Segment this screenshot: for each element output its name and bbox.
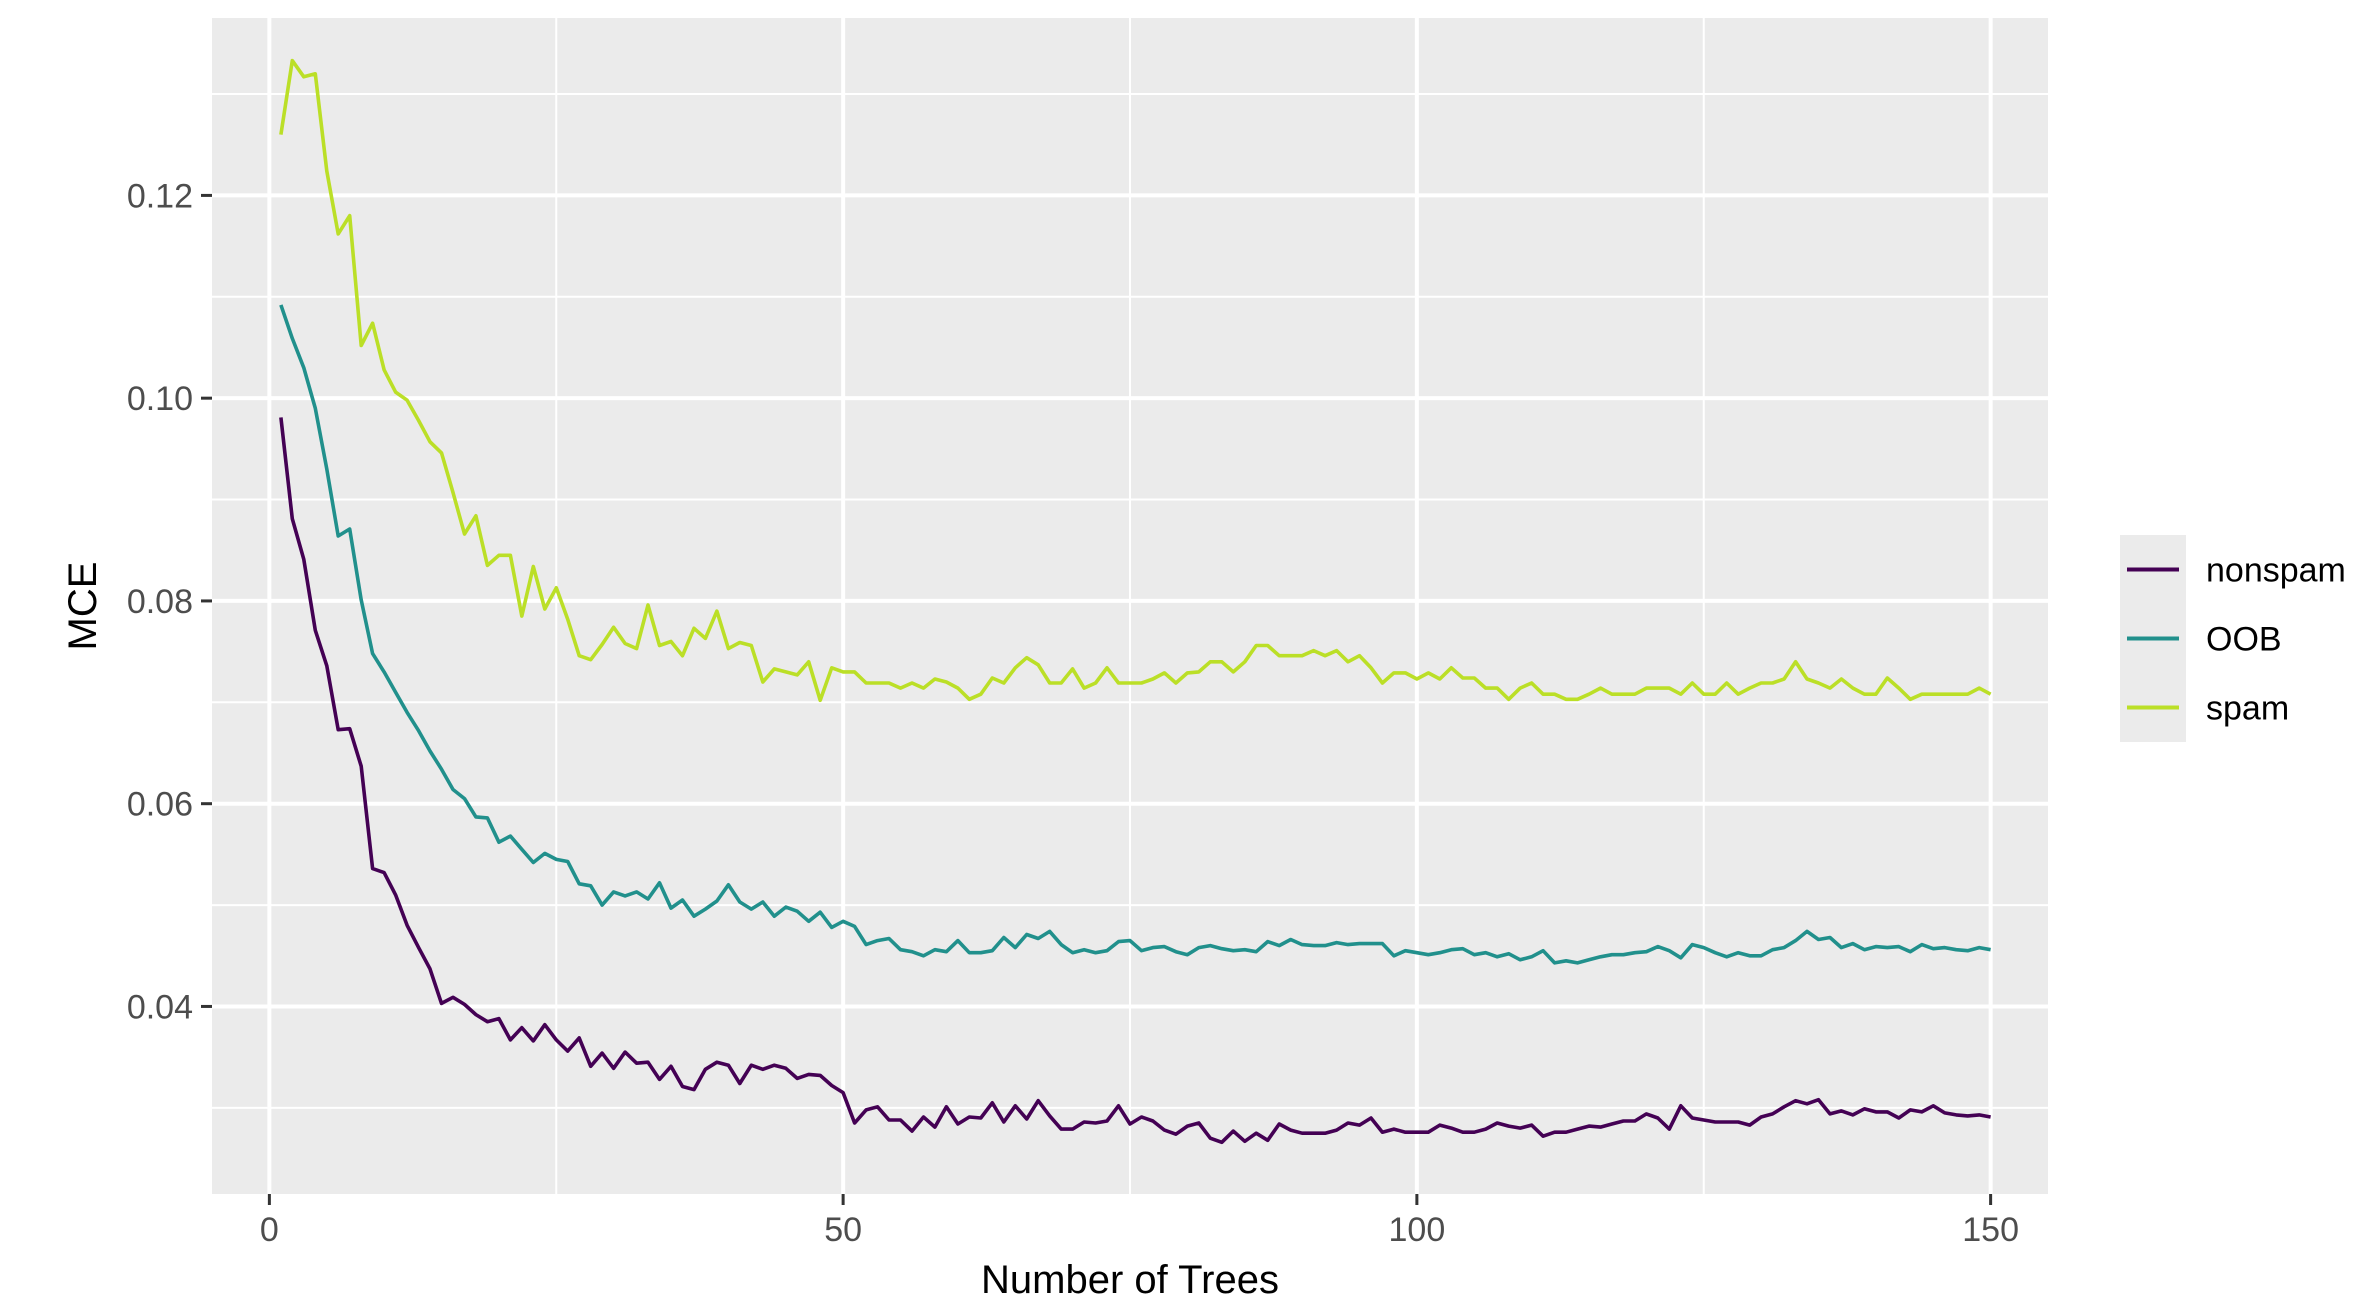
series-line-oob — [279, 304, 1991, 965]
y-tick-label: 0.12 — [127, 177, 193, 215]
x-tick-label: 100 — [1389, 1211, 1446, 1249]
series-line-spam — [279, 58, 1992, 703]
y-tick-label: 0.04 — [127, 988, 193, 1026]
series-line-nonspam — [279, 417, 1991, 1145]
y-tick-label: 0.10 — [127, 380, 193, 418]
x-axis-tick-labels: 0 50 100 150 — [260, 1211, 2019, 1249]
legend-label: OOB — [2206, 621, 2282, 659]
y-axis-tick-labels: 0.04 0.06 0.08 0.10 0.12 — [127, 177, 193, 1026]
legend-item-oob: OOB — [2120, 604, 2282, 673]
legend-item-nonspam: nonspam — [2120, 535, 2346, 604]
legend-label: nonspam — [2206, 552, 2346, 590]
legend-label: spam — [2206, 690, 2289, 728]
legend-item-spam: spam — [2120, 673, 2289, 742]
x-tick-label: 150 — [1962, 1211, 2019, 1249]
legend: nonspam OOB spam — [2120, 535, 2346, 742]
x-tick-label: 50 — [824, 1211, 862, 1249]
x-tick-label: 0 — [260, 1211, 279, 1249]
y-tick-label: 0.08 — [127, 583, 193, 621]
minor-gridlines — [212, 18, 2048, 1194]
y-axis-title: MCE — [61, 562, 105, 651]
x-axis-title: Number of Trees — [981, 1258, 1279, 1302]
y-tick-label: 0.06 — [127, 786, 193, 824]
axis-ticks — [201, 193, 1993, 1205]
series-lines — [279, 58, 1992, 1145]
